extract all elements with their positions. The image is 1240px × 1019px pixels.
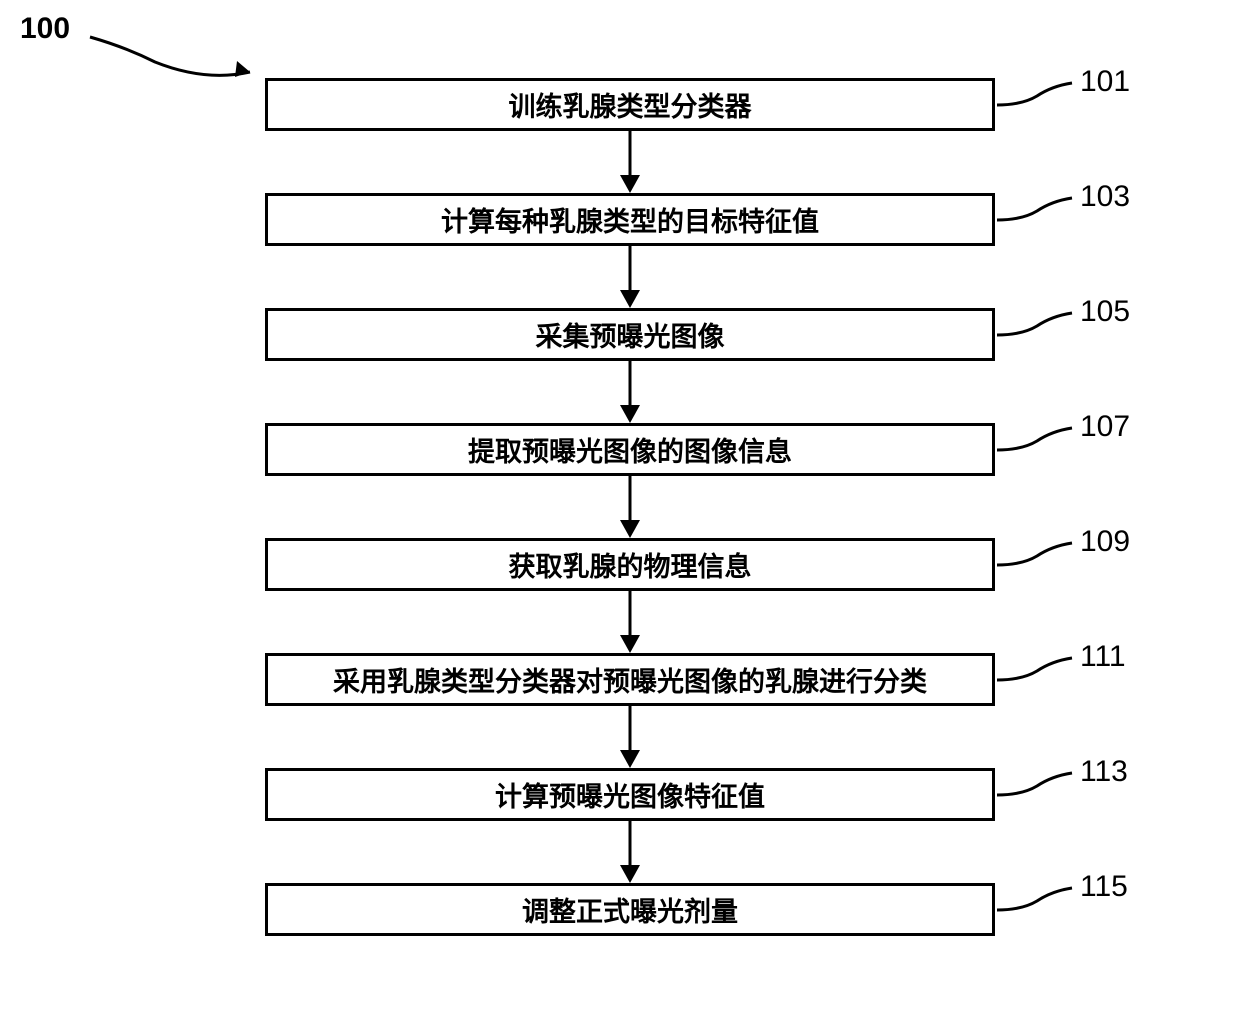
step-text: 调整正式曝光剂量 [522,890,738,929]
diagram-id-label: 100 [20,12,70,46]
curve-connector-107 [997,423,1077,473]
step-number-111: 111 [1080,640,1126,674]
curve-connector-101 [997,78,1077,128]
arrow-connector [265,246,995,308]
curve-connector-109 [997,538,1077,588]
step-box-111: 采用乳腺类型分类器对预曝光图像的乳腺进行分类 [265,653,995,706]
step-text: 计算预曝光图像特征值 [495,775,765,814]
step-text: 提取预曝光图像的图像信息 [468,430,792,469]
arrow-connector [265,591,995,653]
step-box-109: 获取乳腺的物理信息 [265,538,995,591]
step-text: 采用乳腺类型分类器对预曝光图像的乳腺进行分类 [333,660,927,699]
arrow-connector [265,476,995,538]
step-number-103: 103 [1080,180,1130,214]
step-number-109: 109 [1080,525,1130,559]
step-number-115: 115 [1080,870,1128,904]
step-text: 训练乳腺类型分类器 [509,85,752,124]
curve-connector-105 [997,308,1077,358]
step-number-101: 101 [1080,65,1130,99]
step-box-115: 调整正式曝光剂量 [265,883,995,936]
step-text: 采集预曝光图像 [536,315,725,354]
step-number-113: 113 [1080,755,1128,789]
arrow-connector [265,131,995,193]
flowchart-container: 训练乳腺类型分类器 计算每种乳腺类型的目标特征值 采集预曝光图像 提取预曝光图像… [265,78,995,936]
id-label-arrow [85,32,265,92]
curve-connector-103 [997,193,1077,243]
curve-connector-113 [997,768,1077,818]
step-text: 获取乳腺的物理信息 [509,545,752,584]
step-box-113: 计算预曝光图像特征值 [265,768,995,821]
arrow-connector [265,706,995,768]
curve-connector-115 [997,883,1077,933]
step-box-101: 训练乳腺类型分类器 [265,78,995,131]
step-text: 计算每种乳腺类型的目标特征值 [441,200,819,239]
step-box-107: 提取预曝光图像的图像信息 [265,423,995,476]
step-number-107: 107 [1080,410,1130,444]
step-box-105: 采集预曝光图像 [265,308,995,361]
step-number-105: 105 [1080,295,1130,329]
arrow-connector [265,821,995,883]
step-box-103: 计算每种乳腺类型的目标特征值 [265,193,995,246]
curve-connector-111 [997,653,1077,703]
arrow-connector [265,361,995,423]
